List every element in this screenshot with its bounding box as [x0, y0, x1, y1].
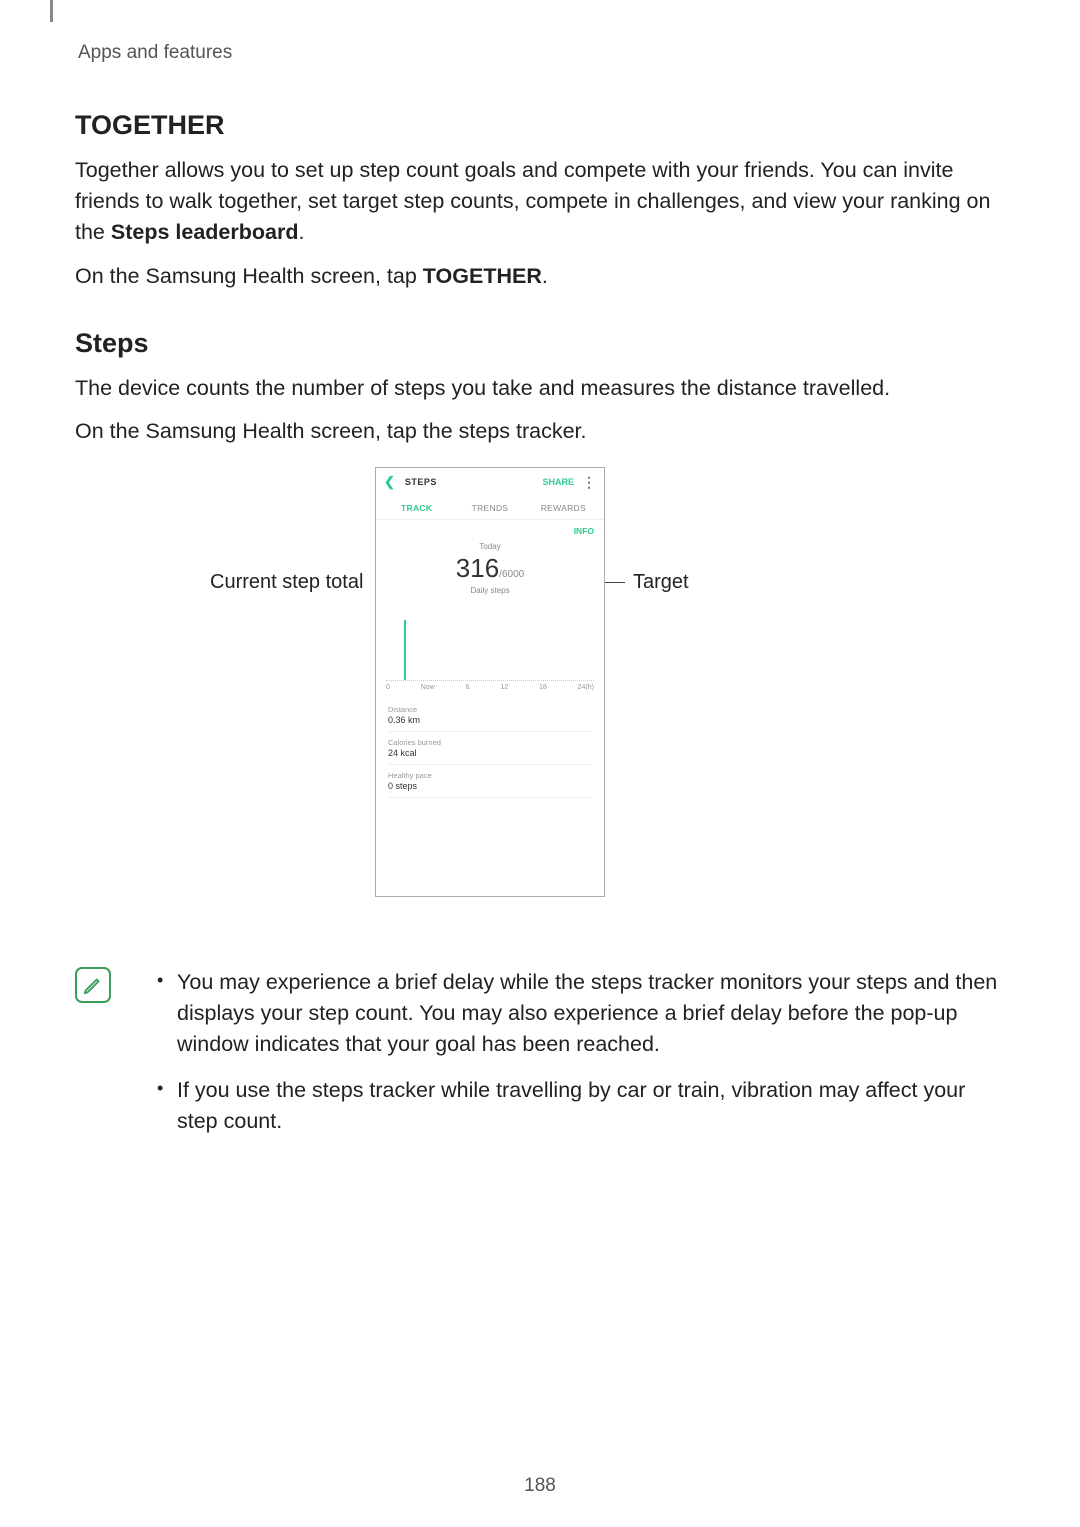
back-icon[interactable]: ❮ — [384, 474, 395, 490]
page-corner-mark — [50, 0, 53, 22]
axis-24: 24(h) — [578, 684, 594, 691]
daily-steps-label: Daily steps — [376, 586, 604, 595]
together-instr-pre: On the Samsung Health screen, tap — [75, 264, 423, 288]
together-instr-bold: TOGETHER — [423, 264, 542, 288]
chart-axis: 0 Now 6 12 18 24(h) — [376, 681, 604, 691]
note-item-2: If you use the steps tracker while trave… — [157, 1075, 1005, 1137]
step-chart — [386, 603, 594, 681]
breadcrumb: Apps and features — [78, 42, 232, 64]
together-heading: TOGETHER — [75, 110, 1005, 141]
pace-value: 0 steps — [388, 781, 592, 791]
steps-para1: The device counts the number of steps yo… — [75, 373, 1005, 404]
step-goal-value: /6000 — [499, 569, 524, 580]
pencil-note-icon — [82, 974, 104, 996]
note-block: You may experience a brief delay while t… — [75, 967, 1005, 1137]
phone-screenshot: ❮ STEPS SHARE ⋮ TRACK TRENDS REWARDS INF… — [375, 467, 605, 897]
together-description: Together allows you to set up step count… — [75, 155, 1005, 249]
distance-value: 0.36 km — [388, 715, 592, 725]
together-desc-post: . — [298, 220, 304, 244]
phone-title: STEPS — [405, 477, 543, 487]
callout-current-step-total: Current step total — [210, 571, 363, 594]
note-list: You may experience a brief delay while t… — [157, 967, 1005, 1137]
axis-18: 18 — [539, 684, 547, 691]
steps-para2: On the Samsung Health screen, tap the st… — [75, 416, 1005, 447]
axis-12: 12 — [500, 684, 508, 691]
stat-distance: Distance 0.36 km — [388, 699, 592, 732]
axis-6: 6 — [466, 684, 470, 691]
pace-label: Healthy pace — [388, 771, 592, 780]
callout-target: Target — [633, 571, 689, 594]
step-count-value: 316 — [456, 553, 499, 583]
together-instr-post: . — [542, 264, 548, 288]
share-button[interactable]: SHARE — [542, 477, 574, 487]
axis-now: Now — [421, 684, 435, 691]
calories-value: 24 kcal — [388, 748, 592, 758]
axis-0: 0 — [386, 684, 390, 691]
chart-bar — [404, 620, 406, 680]
phone-diagram: Current step total Target ❮ STEPS SHARE … — [75, 467, 1005, 937]
step-count-display: 316/6000 — [376, 553, 604, 584]
together-instruction: On the Samsung Health screen, tap TOGETH… — [75, 261, 1005, 292]
info-button[interactable]: INFO — [376, 520, 604, 536]
phone-topbar: ❮ STEPS SHARE ⋮ — [376, 468, 604, 496]
steps-section: Steps The device counts the number of st… — [75, 328, 1005, 1137]
tab-rewards[interactable]: REWARDS — [527, 503, 600, 513]
distance-label: Distance — [388, 705, 592, 714]
today-label: Today — [376, 542, 604, 551]
stat-calories: Calories burned 24 kcal — [388, 732, 592, 765]
page-number: 188 — [0, 1475, 1080, 1497]
phone-stats: Distance 0.36 km Calories burned 24 kcal… — [376, 691, 604, 798]
steps-leaderboard-bold: Steps leaderboard — [111, 220, 299, 244]
steps-heading: Steps — [75, 328, 1005, 359]
note-icon — [75, 967, 111, 1003]
stat-pace: Healthy pace 0 steps — [388, 765, 592, 798]
main-content: TOGETHER Together allows you to set up s… — [75, 110, 1005, 1151]
more-icon[interactable]: ⋮ — [582, 475, 596, 489]
note-item-1: You may experience a brief delay while t… — [157, 967, 1005, 1061]
tab-trends[interactable]: TRENDS — [453, 503, 526, 513]
calories-label: Calories burned — [388, 738, 592, 747]
tab-track[interactable]: TRACK — [380, 503, 453, 513]
phone-tabs: TRACK TRENDS REWARDS — [376, 496, 604, 520]
